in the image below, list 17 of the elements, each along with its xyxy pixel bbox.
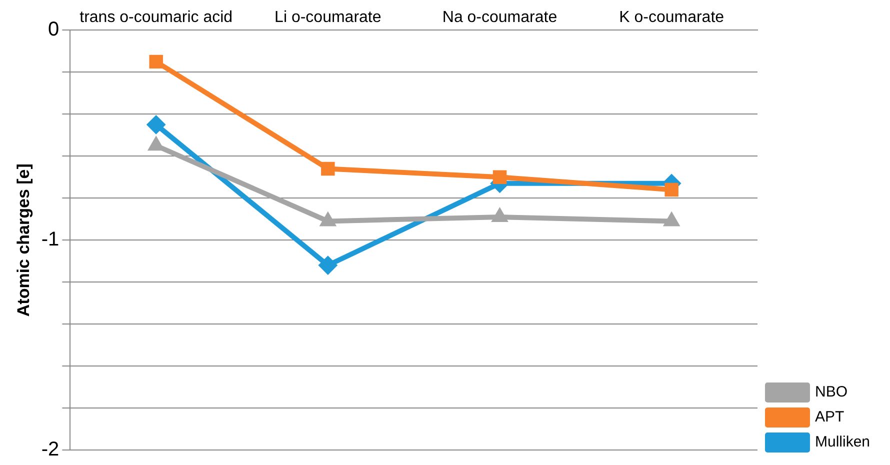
point bbox=[149, 54, 163, 69]
point bbox=[664, 182, 678, 197]
y-tick-label: 0 bbox=[48, 18, 60, 41]
legend-label: NBO bbox=[814, 384, 848, 401]
legend-label: Mulliken bbox=[814, 434, 870, 451]
legend-label: APT bbox=[814, 408, 844, 426]
point bbox=[318, 256, 338, 275]
y-tick-label: -1 bbox=[41, 228, 60, 251]
y-tick-label: -2 bbox=[41, 438, 60, 461]
x-tick-label: Na o-coumarate bbox=[442, 9, 558, 26]
point bbox=[492, 170, 507, 184]
point bbox=[321, 162, 335, 176]
point bbox=[146, 115, 166, 134]
x-tick-label: trans o-coumaric acid bbox=[80, 9, 233, 26]
x-tick-label: K o-coumarate bbox=[619, 9, 724, 26]
y-axis-title: Atomic charges [e] bbox=[14, 164, 33, 317]
x-tick-label: Li o-coumarate bbox=[274, 9, 382, 26]
